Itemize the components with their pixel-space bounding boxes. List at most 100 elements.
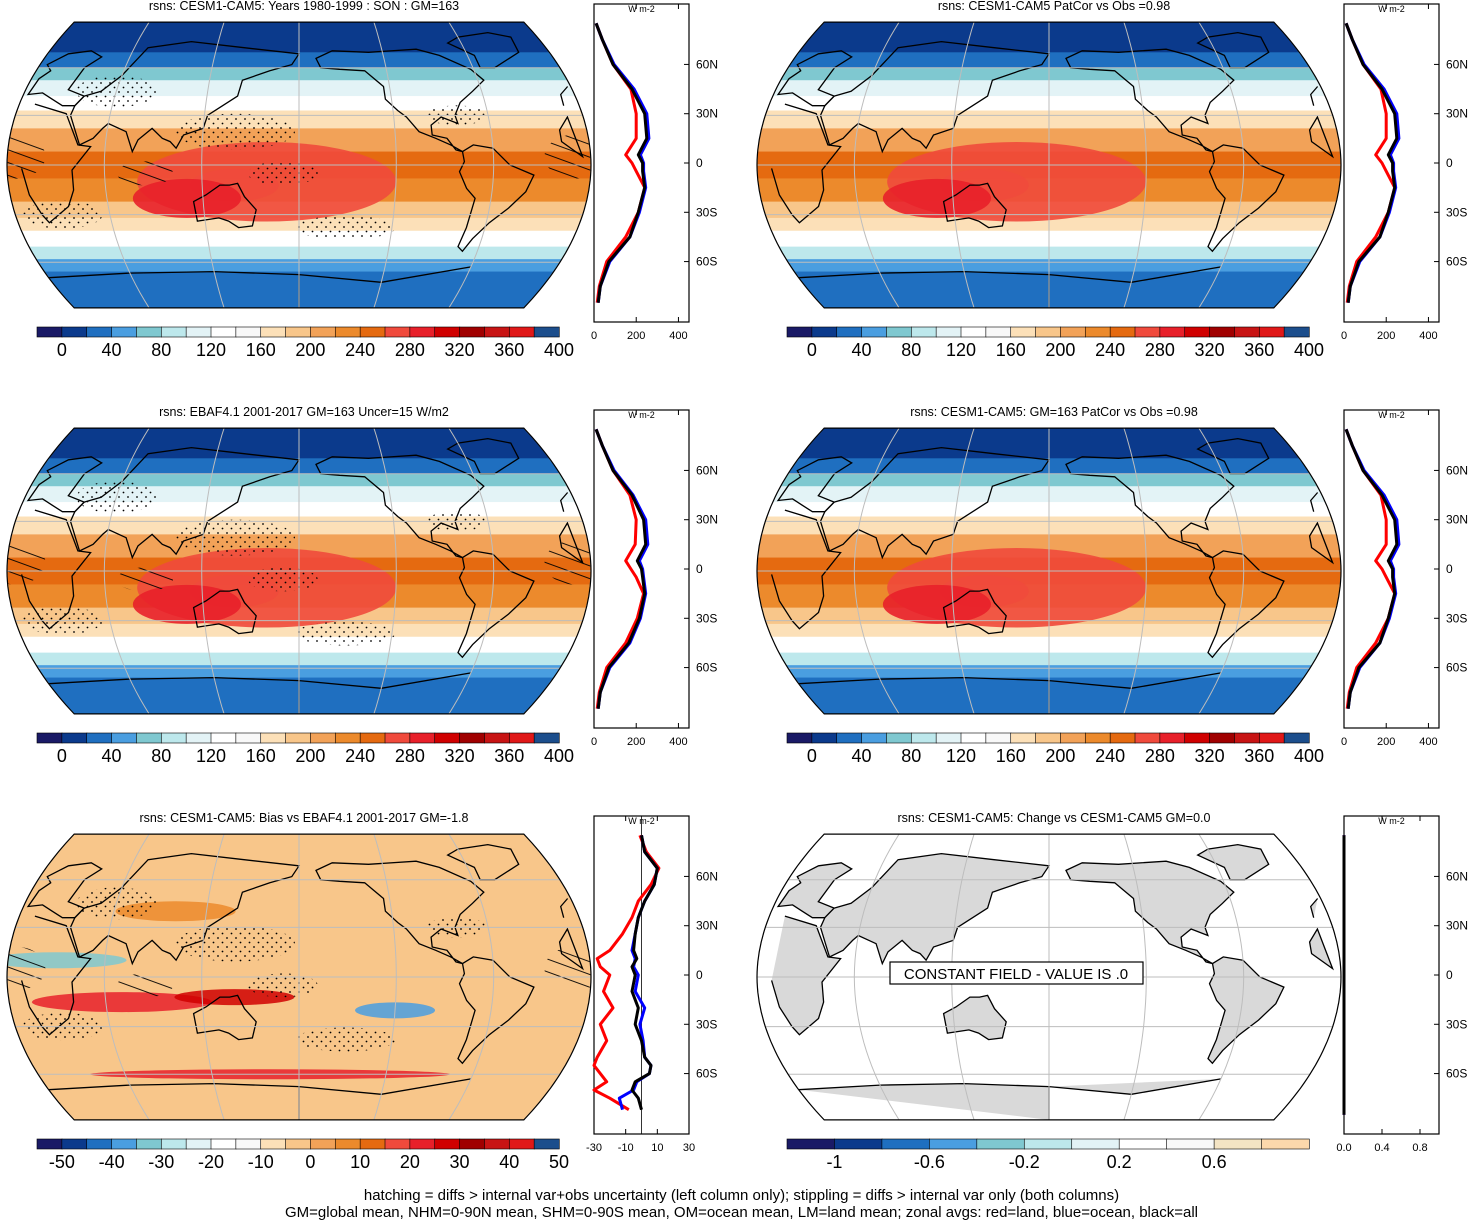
zonal-units: W m-2 <box>628 410 655 420</box>
colorbar-swatch <box>409 732 436 744</box>
panel-title: rsns: CESM1-CAM5: Years 1980-1999 : SON … <box>149 0 459 13</box>
stippling-region <box>174 519 295 556</box>
colorbar-tick-label: 280 <box>395 746 425 766</box>
colorbar-swatch <box>533 732 560 744</box>
colorbar-swatch <box>1209 732 1236 744</box>
colorbar-tick-label: 30 <box>450 1152 470 1172</box>
panel-title: rsns: CESM1-CAM5: Change vs CESM1-CAM5 G… <box>898 811 1211 825</box>
stippling-region <box>247 161 318 186</box>
colorbar-tick-label: 360 <box>1244 340 1274 360</box>
panel-title: rsns: EBAF4.1 2001-2017 GM=163 Uncer=15 … <box>159 405 449 419</box>
colorbar-swatch <box>210 1138 237 1150</box>
map-border <box>6 21 592 309</box>
zonal-ytick-label: 60N <box>1446 869 1468 883</box>
colorbar-swatch <box>811 326 838 338</box>
colorbar-tick-label: 320 <box>1195 746 1225 766</box>
colorbar-swatch <box>1283 732 1310 744</box>
colorbar-swatch <box>861 732 888 744</box>
panel-title: rsns: CESM1-CAM5 PatCor vs Obs =0.98 <box>938 0 1170 13</box>
zonal-ytick-label: 30S <box>1446 1017 1467 1031</box>
stippling-region <box>295 621 396 646</box>
colorbar-swatch <box>334 1138 361 1150</box>
colorbar-swatch <box>1084 732 1111 744</box>
zonal-xtick-label: -10 <box>618 1142 634 1154</box>
colorbar-swatch <box>36 326 63 338</box>
colorbar-swatch <box>985 326 1012 338</box>
zonal-xtick-label: 30 <box>683 1142 695 1154</box>
zonal-ytick-label: 30N <box>696 513 718 527</box>
zonal-line-all <box>630 835 659 1111</box>
colorbar-swatch <box>1184 732 1211 744</box>
colorbar-swatch <box>910 326 937 338</box>
colorbar-swatch <box>434 732 461 744</box>
zonal-xtick-label: 400 <box>669 330 687 342</box>
coastline-europe <box>26 50 569 107</box>
colorbar-tick-label: -0.6 <box>914 1152 945 1172</box>
colorbar-swatch <box>334 732 361 744</box>
stippling-region <box>247 567 318 592</box>
colorbar-swatch <box>160 1138 187 1150</box>
colorbar-swatch <box>1060 732 1086 744</box>
colorbar-swatch <box>434 326 461 338</box>
panel-5: rsns: CESM1-CAM5: Bias vs EBAF4.1 2001-2… <box>6 811 718 1172</box>
colorbar-swatch <box>935 326 962 338</box>
colorbar-swatch <box>1234 732 1260 744</box>
colorbar-tick-label: 80 <box>151 340 171 360</box>
colorbar-tick-label: 40 <box>102 746 122 766</box>
colorbar-swatch <box>185 1138 212 1150</box>
colorbar-swatch <box>786 326 813 338</box>
zonal-xtick-label: 0 <box>591 330 597 342</box>
zonal-ytick-label: 30N <box>1446 513 1468 527</box>
colorbar-swatch <box>260 1138 287 1150</box>
colorbar-swatch <box>185 732 212 744</box>
colorbar-tick-label: 200 <box>1045 340 1075 360</box>
colorbar-swatch <box>86 326 113 338</box>
zonal-ytick-label: 60N <box>696 869 718 883</box>
colorbar-swatch <box>1109 326 1136 338</box>
colorbar-swatch <box>310 732 336 744</box>
colorbar-tick-label: 240 <box>1095 746 1125 766</box>
colorbar-tick-label: 320 <box>1195 340 1225 360</box>
coastline-australia <box>192 588 257 635</box>
hatching-region <box>117 161 174 186</box>
coastline-namerica <box>1065 860 1235 965</box>
colorbar-swatch <box>976 1138 1025 1150</box>
colorbar-swatch <box>960 732 987 744</box>
zonal-ytick-label: 0 <box>1446 968 1453 982</box>
map-border <box>756 833 1342 1121</box>
zonal-ytick-label: 30S <box>696 205 717 219</box>
zonal-ytick-label: 0 <box>1446 156 1453 170</box>
coastline-namerica <box>1065 48 1235 153</box>
colorbar-swatch <box>811 732 838 744</box>
hatching-region <box>7 540 46 585</box>
colorbar-tick-label: 400 <box>544 340 574 360</box>
colorbar-swatch <box>459 732 486 744</box>
colorbar-swatch <box>86 1138 113 1150</box>
colorbar-tick-label: 120 <box>196 340 226 360</box>
colorbar-swatch <box>508 1138 535 1150</box>
colorbar-tick-label: 280 <box>1145 340 1175 360</box>
colorbar-swatch <box>61 1138 88 1150</box>
colorbar-tick-label: 0 <box>305 1152 315 1172</box>
zonal-ytick-label: 30S <box>696 611 717 625</box>
panel-4: rsns: CESM1-CAM5: GM=163 PatCor vs Obs =… <box>756 405 1468 766</box>
colorbar-swatch <box>86 732 113 744</box>
zonal-line-land <box>592 834 661 1111</box>
map-field <box>757 22 1341 308</box>
colorbar-tick-label: 360 <box>494 746 524 766</box>
colorbar-swatch <box>1184 326 1211 338</box>
zonal-average-plot: W m-2 60N 30N 0 30S 60S 0 200 400 <box>591 3 718 342</box>
colorbar-tick-label: 120 <box>196 746 226 766</box>
colorbar-swatch <box>136 326 162 338</box>
colorbar-swatch <box>434 1138 461 1150</box>
zonal-ytick-label: 0 <box>696 968 703 982</box>
coastline-africa <box>770 509 1334 630</box>
zonal-ytick-label: 60N <box>1446 463 1468 477</box>
zonal-xtick-label: 0 <box>1341 736 1347 748</box>
constant-field-label: CONSTANT FIELD - VALUE IS .0 <box>904 966 1128 983</box>
zonal-xtick-label: 200 <box>627 330 645 342</box>
colorbar-swatch <box>459 1138 486 1150</box>
colorbar-tick-label: 0 <box>807 340 817 360</box>
colorbar-swatch <box>1023 1138 1073 1150</box>
colorbar-swatch <box>1010 326 1037 338</box>
